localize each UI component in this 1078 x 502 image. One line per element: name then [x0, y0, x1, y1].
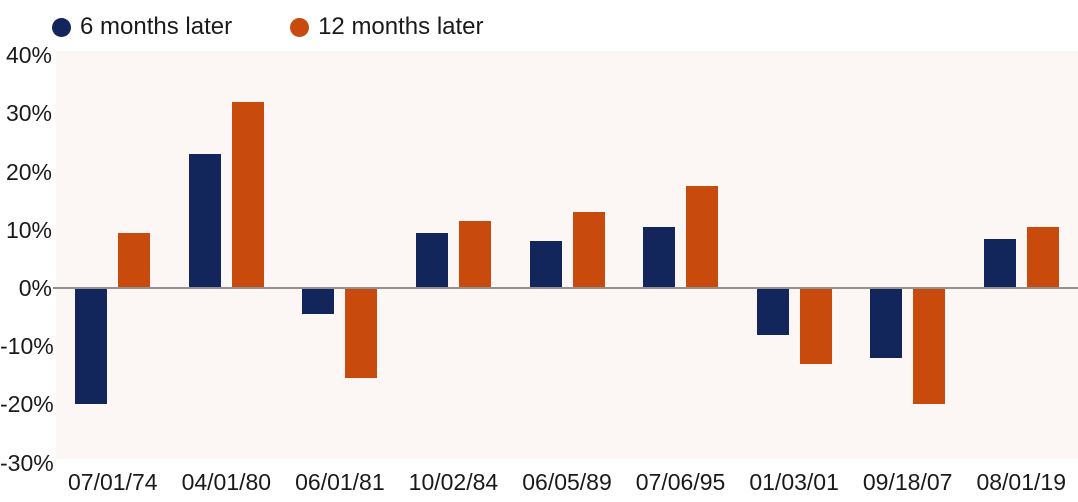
bar-12m-06/05/89 — [572, 212, 605, 288]
bar-6m-07/01/74 — [75, 288, 108, 405]
legend-label-12-months: 12 months later — [318, 13, 484, 40]
bar-12m-08/01/19 — [1026, 226, 1059, 288]
legend-dot-12-months-icon — [290, 17, 310, 37]
x-tick-label: 10/02/84 — [408, 469, 499, 495]
legend-label-6-months: 6 months later — [80, 13, 233, 40]
bar-6m-10/02/84 — [415, 232, 448, 288]
y-tick-label: 0% — [18, 275, 52, 301]
bar-12m-09/18/07 — [913, 288, 946, 405]
bar-12m-04/01/80 — [231, 101, 264, 288]
y-tick-label: -10% — [0, 333, 54, 360]
x-tick-label: 07/01/74 — [68, 469, 158, 495]
y-tick-label: -20% — [0, 391, 54, 418]
x-tick-label: 04/01/80 — [181, 469, 272, 495]
y-tick-label: 40% — [5, 42, 52, 69]
x-tick-label: 06/05/89 — [522, 469, 612, 495]
x-tick-label: 01/03/01 — [749, 469, 839, 495]
x-tick-label: 09/18/07 — [862, 469, 953, 495]
bar-12m-06/01/81 — [345, 288, 378, 379]
y-tick-label: -30% — [0, 449, 54, 476]
y-tick-label: 10% — [5, 216, 52, 243]
x-tick-label: 07/06/95 — [635, 469, 726, 495]
bar-6m-08/01/19 — [983, 238, 1016, 288]
bar-6m-06/01/81 — [302, 288, 335, 315]
bar-12m-07/01/74 — [118, 232, 151, 288]
x-tick-label: 08/01/19 — [976, 469, 1066, 495]
bar-12m-10/02/84 — [458, 221, 491, 288]
bar-12m-07/06/95 — [686, 186, 719, 288]
bar-6m-09/18/07 — [870, 288, 903, 358]
plot-area — [56, 51, 1078, 459]
bar-6m-01/03/01 — [756, 288, 789, 335]
bar-6m-04/01/80 — [188, 154, 221, 288]
legend-item-6-months: 6 months later — [52, 13, 232, 41]
legend-item-12-months: 12 months later — [290, 13, 484, 41]
bar-6m-06/05/89 — [529, 241, 562, 288]
y-tick-label: 30% — [5, 100, 52, 127]
y-tick-label: 20% — [5, 158, 52, 185]
legend: 6 months later 12 months later — [52, 13, 484, 41]
bar-12m-01/03/01 — [799, 288, 832, 364]
x-tick-label: 06/01/81 — [295, 469, 385, 495]
legend-dot-6-months-icon — [52, 17, 71, 37]
zero-baseline — [53, 287, 1078, 289]
bar-6m-07/06/95 — [643, 226, 676, 288]
